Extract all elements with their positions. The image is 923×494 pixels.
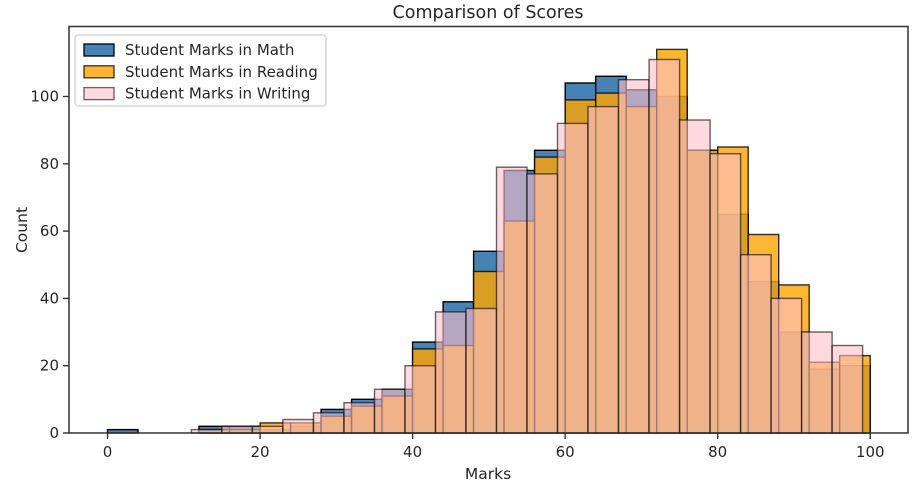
x-tick-label: 20 (251, 443, 270, 461)
ticks-layer: 0 20 40 60 80 100 0 20 40 60 80 100 (30, 87, 884, 461)
hist-bar-student-marks-in-writing (495, 166, 528, 434)
y-tick-label: 100 (30, 87, 59, 105)
hist-bar-student-marks-in-writing (800, 331, 833, 434)
y-axis-label: Count (13, 207, 31, 253)
hist-bar-student-marks-in-writing (587, 105, 620, 434)
x-tick-label: 80 (708, 443, 727, 461)
hist-bar-student-marks-in-writing (526, 173, 559, 434)
legend-label-student-marks-in-writing: Student Marks in Writing (125, 85, 310, 103)
legend-swatch-student-marks-in-reading-icon (83, 65, 115, 79)
hist-bar-student-marks-in-writing (709, 152, 742, 434)
hist-bar-student-marks-in-writing (221, 425, 254, 434)
y-tick-label: 60 (40, 222, 59, 240)
y-tick-label: 20 (40, 357, 59, 375)
y-tick-label: 40 (40, 289, 59, 307)
hist-bar-student-marks-in-writing (739, 253, 772, 434)
legend-frame (74, 34, 327, 107)
hist-bar-student-marks-in-writing (251, 425, 284, 434)
hist-bar-student-marks-in-writing (617, 78, 650, 434)
hist-bar-student-marks-in-writing (648, 58, 681, 434)
hist-bar-student-marks-in-writing (282, 418, 315, 434)
hist-bar-student-marks-in-writing (312, 412, 345, 434)
x-axis-label: Marks (465, 465, 511, 483)
bars-layer (106, 48, 871, 434)
hist-bar-student-marks-in-writing (556, 122, 589, 434)
legend-swatch-student-marks-in-math-icon (83, 43, 115, 57)
legend-label-student-marks-in-reading: Student Marks in Reading (125, 63, 318, 81)
hist-bar-student-marks-in-writing (343, 402, 376, 434)
plot-border (68, 25, 909, 434)
hist-bar-student-marks-in-writing (434, 311, 467, 434)
x-tick-label: 40 (403, 443, 422, 461)
hist-bar-student-marks-in-writing (404, 365, 437, 434)
x-tick-label: 60 (556, 443, 575, 461)
x-tick-label: 0 (103, 443, 113, 461)
legend-label-student-marks-in-math: Student Marks in Math (125, 41, 294, 59)
hist-bar-student-marks-in-writing (770, 297, 803, 434)
legend-swatch-student-marks-in-writing-icon (83, 86, 115, 101)
hist-bar-student-marks-in-writing (465, 307, 498, 434)
chart-title: Comparison of Scores (393, 3, 584, 23)
hist-bar-student-marks-in-writing (678, 119, 711, 434)
hist-bar-student-marks-in-writing (831, 344, 864, 434)
y-tick-label: 0 (49, 424, 59, 442)
x-tick-label: 100 (856, 443, 885, 461)
hist-bar-student-marks-in-writing (373, 388, 406, 434)
y-tick-label: 80 (40, 155, 59, 173)
legend: Student Marks in Math Student Marks in Re… (74, 34, 327, 107)
